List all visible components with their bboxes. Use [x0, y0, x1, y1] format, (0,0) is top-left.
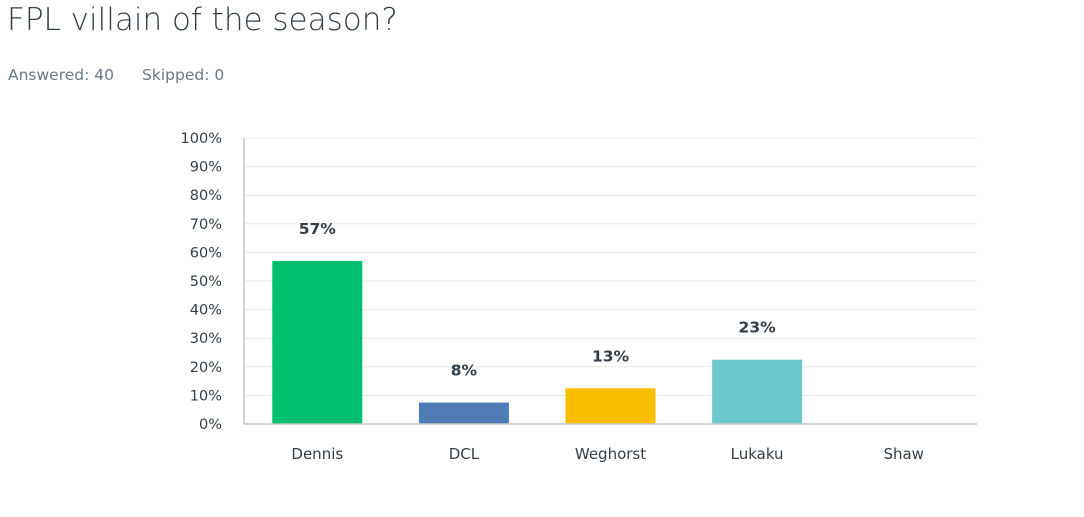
bar: [272, 260, 363, 424]
bar: [565, 388, 656, 424]
y-tick-label: 50%: [190, 274, 222, 290]
response-summary: Answered: 40 Skipped: 0: [8, 66, 224, 84]
data-label: 13%: [592, 347, 630, 365]
x-tick-label: Weghorst: [575, 445, 646, 463]
bar: [712, 359, 803, 424]
answered-label: Answered:: [8, 66, 90, 84]
skipped-stat: Skipped: 0: [142, 66, 224, 84]
x-tick-label: Shaw: [883, 445, 924, 463]
y-tick-label: 30%: [190, 331, 222, 347]
data-label: 8%: [451, 362, 478, 380]
question-title: FPL villain of the season?: [7, 2, 398, 38]
skipped-count: 0: [214, 66, 225, 84]
bar: [418, 402, 509, 424]
y-tick-label: 0%: [199, 417, 222, 433]
y-tick-label: 60%: [190, 245, 222, 261]
data-labels: 57% 8% 13% 23%: [299, 220, 776, 380]
skipped-label: Skipped:: [142, 66, 210, 84]
x-tick-label: DCL: [449, 445, 480, 463]
y-tick-label: 40%: [190, 303, 222, 319]
data-label: 57%: [299, 220, 337, 238]
x-tick-label: Lukaku: [731, 445, 784, 463]
x-tick-label: Dennis: [291, 445, 343, 463]
answered-count: 40: [94, 66, 115, 84]
answered-stat: Answered: 40: [8, 66, 114, 84]
y-tick-label: 80%: [190, 188, 222, 204]
y-tick-label: 20%: [190, 360, 222, 376]
data-label: 23%: [739, 319, 777, 337]
y-tick-label: 10%: [190, 388, 222, 404]
y-tick-label: 70%: [190, 217, 222, 233]
bars: [272, 260, 803, 424]
gridlines: [244, 137, 977, 396]
y-tick-label: 100%: [181, 131, 222, 147]
y-axis-ticks: 0% 10% 20% 30% 40% 50% 60% 70% 80% 90% 100%: [181, 131, 222, 433]
y-tick-label: 90%: [190, 160, 222, 176]
x-axis-ticks: Dennis DCL Weghorst Lukaku Shaw: [291, 445, 924, 463]
